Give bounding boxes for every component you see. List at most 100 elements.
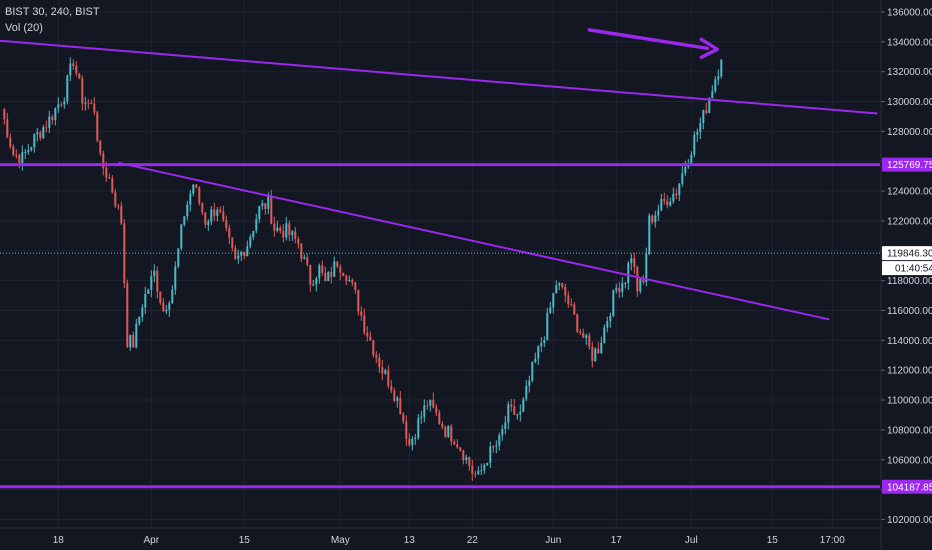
y-tick-label: 110000.00 <box>887 396 932 407</box>
y-tick-label: 114000.00 <box>887 336 932 347</box>
candle-body <box>420 416 423 419</box>
candle-body <box>315 278 318 285</box>
candle-body <box>507 404 510 423</box>
candle-body <box>690 154 693 164</box>
candle-body <box>153 270 156 277</box>
candle-body <box>423 405 426 417</box>
candle-body <box>54 108 57 121</box>
candle-body <box>336 261 339 267</box>
candle-body <box>339 266 342 273</box>
y-tick-label: 116000.00 <box>887 306 932 317</box>
candle-body <box>387 370 390 387</box>
candle-body <box>642 279 645 283</box>
candle-body <box>42 127 45 139</box>
candle-body <box>441 423 444 428</box>
candle-body <box>429 399 432 406</box>
candle-body <box>135 323 138 348</box>
candle-body <box>399 398 402 415</box>
lower-trendline[interactable] <box>118 161 830 321</box>
candle-body <box>573 304 576 315</box>
candle-body <box>204 212 207 225</box>
candle-body <box>285 223 288 238</box>
candle-body <box>618 287 621 293</box>
candle-body <box>300 243 303 259</box>
candle-body <box>561 283 564 287</box>
candle-body <box>630 258 633 264</box>
candle-body <box>282 230 285 238</box>
candle-body <box>717 76 720 80</box>
current-price-badge-bg <box>882 246 932 261</box>
candle-body <box>183 216 186 225</box>
candle-body <box>108 177 111 179</box>
candle-body <box>711 91 714 99</box>
candle-body <box>273 223 276 231</box>
x-tick-label: 15 <box>767 535 779 546</box>
candle-body <box>435 407 438 413</box>
candle-body <box>552 293 555 308</box>
candle-body <box>258 205 261 220</box>
x-tick-label: May <box>331 535 350 546</box>
y-tick-label: 106000.00 <box>887 455 932 466</box>
symbol-legend[interactable]: BIST 30, 240, BIST <box>5 6 100 18</box>
candle-body <box>201 203 204 213</box>
x-tick-label: Jul <box>685 535 698 546</box>
candle-body <box>345 276 348 282</box>
candle-body <box>15 154 18 156</box>
candle-body <box>33 134 36 148</box>
candle-body <box>3 109 6 120</box>
arrow-shaft[interactable] <box>587 28 710 51</box>
candle-body <box>144 293 147 308</box>
y-tick-label: 132000.00 <box>887 67 932 78</box>
candle-body <box>129 334 132 348</box>
candle-body <box>246 246 249 257</box>
candle-body <box>534 358 537 363</box>
candle-body <box>192 184 195 194</box>
candle-body <box>117 205 120 207</box>
candle-body <box>522 399 525 412</box>
candle-body <box>486 462 489 466</box>
upper-trendline[interactable] <box>0 39 878 115</box>
candle-body <box>81 78 84 104</box>
candle-body <box>150 276 153 290</box>
candle-body <box>18 155 21 164</box>
candle-body <box>330 271 333 277</box>
candle-body <box>177 248 180 267</box>
candle-body <box>342 272 345 277</box>
candle-body <box>24 151 27 153</box>
candle-body <box>126 283 129 348</box>
candle-body <box>390 386 393 391</box>
candle-body <box>582 333 585 338</box>
arrow-head-icon[interactable] <box>699 37 720 60</box>
candle-body <box>75 65 78 74</box>
candle-body <box>612 290 615 316</box>
candle-body <box>648 215 651 255</box>
candle-body <box>252 230 255 238</box>
candle-body <box>105 168 108 178</box>
candle-body <box>624 282 627 284</box>
candle-body <box>111 178 114 193</box>
candle-body <box>654 215 657 223</box>
candle-body <box>48 116 51 128</box>
candle-body <box>219 209 222 212</box>
candle-body <box>699 123 702 133</box>
candle-body <box>141 307 144 317</box>
candle-body <box>348 280 351 282</box>
volume-legend[interactable]: Vol (20) <box>5 22 43 34</box>
candle-body <box>537 346 540 359</box>
candle-body <box>156 270 159 292</box>
candle-body <box>558 283 561 286</box>
candle-body <box>591 346 594 361</box>
candle-body <box>678 183 681 196</box>
candle-body <box>297 238 300 244</box>
candle-body <box>516 414 519 416</box>
level-lower-badge: 104187.85 <box>887 482 932 493</box>
candle-body <box>600 342 603 354</box>
candle-body <box>222 211 225 221</box>
candle-body <box>447 426 450 437</box>
level-upper-badge-bg <box>882 157 932 172</box>
candle-body <box>195 184 198 188</box>
candle-body <box>363 315 366 333</box>
candle-body <box>555 285 558 294</box>
candle-body <box>459 447 462 451</box>
